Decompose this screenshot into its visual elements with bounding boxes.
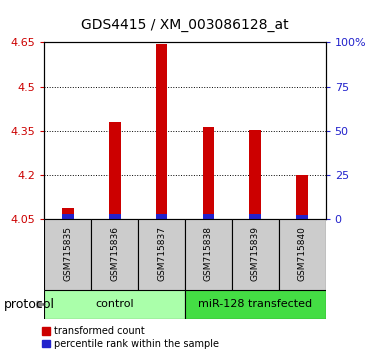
Bar [44,290,185,319]
Bar [296,215,308,219]
Text: control: control [95,299,134,309]
Bar [109,214,121,219]
Text: GDS4415 / XM_003086128_at: GDS4415 / XM_003086128_at [81,18,289,32]
Legend: transformed count, percentile rank within the sample: transformed count, percentile rank withi… [42,326,219,349]
Text: GSM715840: GSM715840 [298,226,307,281]
Bar [232,219,279,290]
Bar [138,219,185,290]
Bar [185,219,232,290]
Bar [296,175,308,219]
Text: protocol: protocol [4,298,55,311]
Text: GSM715839: GSM715839 [251,226,260,281]
Bar [279,219,326,290]
Text: GSM715837: GSM715837 [157,226,166,281]
Bar [249,130,261,219]
Bar [203,126,214,219]
Bar [91,219,138,290]
Text: miR-128 transfected: miR-128 transfected [198,299,312,309]
Bar [62,215,74,219]
Bar [109,122,121,219]
Bar [156,44,168,219]
Bar [249,214,261,219]
Bar [185,290,326,319]
Text: GSM715836: GSM715836 [110,226,119,281]
Text: GSM715835: GSM715835 [63,226,72,281]
Text: GSM715838: GSM715838 [204,226,213,281]
Bar [44,219,91,290]
Bar [62,208,74,219]
Bar [203,215,214,219]
Bar [156,214,168,219]
